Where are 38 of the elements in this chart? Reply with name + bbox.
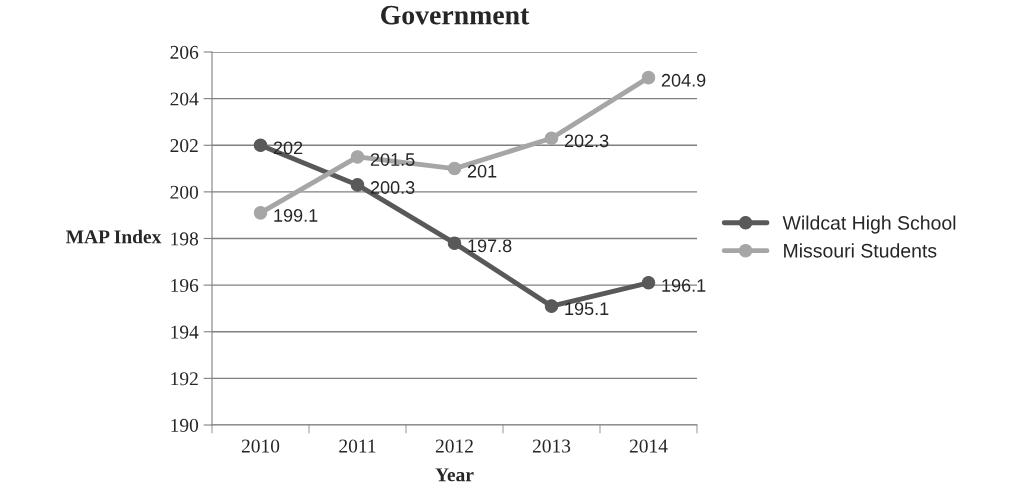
x-tick-label: 2012 — [435, 439, 473, 453]
data-label: 196.1 — [662, 279, 706, 292]
data-label: 197.8 — [468, 239, 512, 253]
data-label: 200.3 — [370, 181, 415, 194]
chart-title: Government — [381, 5, 530, 25]
x-tick-label: 2010 — [241, 439, 280, 453]
data-label: 199.1 — [274, 209, 318, 222]
x-tick-label: 2011 — [339, 439, 376, 453]
y-tick-label: 206 — [170, 45, 199, 59]
data-label: 195.1 — [565, 302, 609, 316]
point — [350, 178, 365, 192]
point — [544, 299, 559, 313]
y-axis-title: MAP Index — [66, 229, 162, 244]
point — [447, 236, 462, 250]
data-label: 204.9 — [661, 73, 706, 87]
y-tick-label: 200 — [170, 185, 199, 199]
point — [253, 138, 268, 153]
point — [253, 206, 268, 220]
data-label: 202.3 — [564, 134, 609, 148]
x-tick-label: 2013 — [532, 439, 571, 453]
legend-label: Wildcat High School — [782, 215, 956, 234]
y-tick-label: 194 — [171, 325, 199, 339]
x-tick-label: 2014 — [629, 439, 668, 453]
legend-label: Missouri Students — [784, 243, 937, 258]
point — [447, 161, 462, 176]
point — [544, 131, 559, 146]
y-tick-label: 202 — [170, 139, 198, 153]
y-tick-label: 192 — [171, 372, 198, 386]
y-tick-label: 198 — [171, 232, 199, 246]
y-tick-label: 204 — [170, 92, 199, 106]
point — [350, 150, 365, 164]
y-tick-label: 190 — [171, 418, 199, 432]
point — [641, 70, 656, 85]
y-tick-label: 196 — [171, 279, 199, 293]
data-label: 201 — [467, 164, 497, 178]
x-axis-title: Year — [435, 468, 474, 482]
data-label: 201.5 — [370, 153, 415, 166]
point — [641, 276, 656, 290]
